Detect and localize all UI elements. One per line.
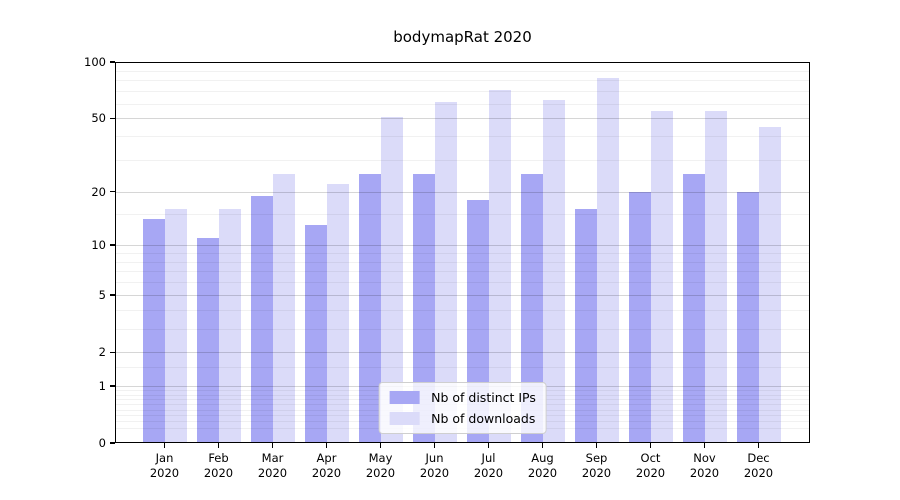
y-tick-label-1: 1 — [98, 378, 106, 393]
bar-nb-of-distinct-ips-may — [358, 174, 381, 443]
gridline-70 — [115, 91, 810, 93]
x-tick-mark-sep — [595, 443, 598, 448]
legend-label: Nb of downloads — [431, 411, 536, 426]
bar-nb-of-downloads-jul — [488, 89, 511, 443]
y-tick-label-20: 20 — [91, 184, 106, 199]
bar-nb-of-distinct-ips-jun — [412, 174, 435, 443]
x-tick-label-may: May 2020 — [365, 451, 396, 480]
legend-swatch — [389, 412, 420, 425]
x-tick-label-nov: Nov 2020 — [689, 451, 720, 480]
gridline-90 — [115, 70, 810, 72]
bar-nb-of-downloads-jan — [164, 209, 187, 443]
x-tick-mark-dec — [757, 443, 760, 448]
bar-nb-of-downloads-mar — [272, 174, 295, 443]
bar-nb-of-downloads-aug — [542, 99, 565, 443]
y-tick-mark-50 — [110, 117, 115, 120]
x-tick-mark-oct — [649, 443, 652, 448]
y-tick-label-2: 2 — [98, 345, 106, 360]
y-tick-mark-10 — [110, 244, 115, 246]
legend-label: Nb of distinct IPs — [431, 390, 536, 405]
plot-area: Nb of distinct IPs Nb of downloads — [115, 62, 810, 443]
x-tick-mark-jul — [487, 443, 490, 448]
y-tick-label-10: 10 — [91, 238, 106, 253]
y-tick-label-5: 5 — [98, 288, 106, 303]
x-tick-mark-nov — [703, 443, 706, 448]
x-tick-mark-apr — [325, 443, 328, 448]
bar-nb-of-distinct-ips-nov — [682, 174, 705, 443]
y-tick-mark-5 — [110, 294, 115, 296]
gridline-80 — [115, 80, 810, 82]
x-tick-label-jun: Jun 2020 — [419, 451, 450, 480]
legend-item: Nb of downloads — [389, 411, 536, 426]
bar-nb-of-downloads-apr — [326, 184, 349, 443]
x-tick-mark-may — [379, 443, 382, 448]
x-tick-label-jul: Jul 2020 — [473, 451, 504, 480]
gridline-60 — [115, 103, 810, 105]
bar-nb-of-downloads-jun — [434, 102, 457, 443]
x-tick-label-feb: Feb 2020 — [203, 451, 234, 480]
bar-nb-of-downloads-sep — [596, 78, 619, 443]
y-tick-label-50: 50 — [91, 111, 106, 126]
bar-nb-of-downloads-dec — [758, 126, 781, 443]
bar-nb-of-distinct-ips-sep — [574, 209, 597, 443]
x-tick-mark-aug — [541, 443, 544, 448]
x-tick-mark-mar — [271, 443, 274, 448]
x-tick-label-oct: Oct 2020 — [635, 451, 666, 480]
x-tick-mark-jan — [163, 443, 166, 448]
x-tick-label-apr: Apr 2020 — [311, 451, 342, 480]
y-tick-mark-20 — [110, 190, 115, 193]
bar-nb-of-distinct-ips-jan — [142, 219, 165, 443]
x-tick-label-aug: Aug 2020 — [527, 451, 558, 480]
x-tick-label-dec: Dec 2020 — [743, 451, 774, 480]
legend-swatch — [389, 391, 420, 404]
x-tick-mark-feb — [217, 443, 220, 448]
bar-nb-of-distinct-ips-aug — [520, 174, 543, 443]
bar-nb-of-downloads-oct — [650, 110, 673, 443]
bar-nb-of-distinct-ips-oct — [628, 191, 651, 443]
x-tick-label-mar: Mar 2020 — [257, 451, 288, 480]
bar-nb-of-distinct-ips-feb — [196, 237, 219, 443]
y-tick-mark-0 — [110, 442, 115, 444]
x-tick-label-jan: Jan 2020 — [149, 451, 180, 480]
y-tick-label-0: 0 — [98, 436, 106, 450]
x-tick-label-sep: Sep 2020 — [581, 451, 612, 480]
legend: Nb of distinct IPs Nb of downloads — [378, 382, 547, 434]
x-tick-mark-jun — [433, 443, 436, 448]
y-tick-label-100: 100 — [84, 55, 106, 69]
y-tick-mark-2 — [110, 351, 115, 354]
bar-nb-of-distinct-ips-apr — [304, 225, 327, 443]
bar-nb-of-downloads-feb — [218, 209, 241, 443]
bar-nb-of-downloads-may — [380, 116, 403, 443]
chart-title: bodymapRat 2020 — [393, 28, 532, 46]
legend-item: Nb of distinct IPs — [389, 390, 536, 405]
bar-nb-of-distinct-ips-dec — [736, 191, 759, 443]
y-tick-mark-1 — [110, 385, 115, 387]
bar-nb-of-distinct-ips-mar — [250, 195, 273, 443]
y-tick-mark-100 — [110, 61, 115, 63]
bar-nb-of-downloads-nov — [704, 110, 727, 443]
